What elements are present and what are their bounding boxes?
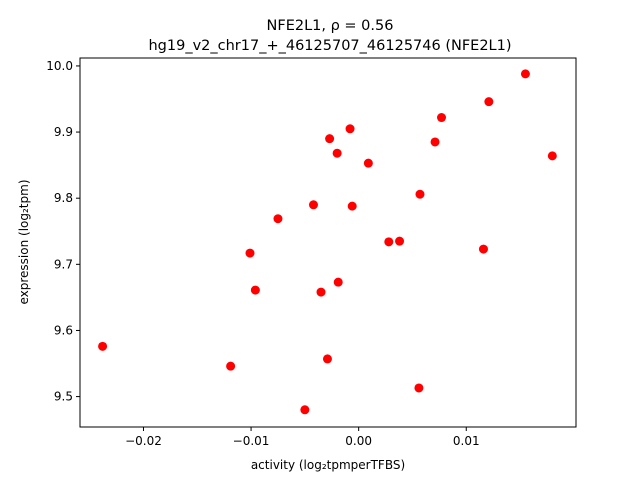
data-point-17 — [395, 236, 405, 246]
data-point-10 — [325, 134, 335, 144]
data-point-23 — [484, 97, 494, 107]
y-tick-label-6: 10.0 — [46, 59, 73, 73]
data-point-21 — [437, 113, 447, 123]
data-point-6 — [300, 405, 310, 415]
chart-title-line1: NFE2L1, ρ = 0.56 — [267, 18, 394, 34]
chart-title-line2: hg19_v2_chr17_+_46125707_46125746 (NFE2L… — [148, 38, 511, 54]
data-point-12 — [333, 277, 343, 287]
y-tick-label-4: 9.8 — [54, 191, 73, 205]
data-point-25 — [547, 151, 557, 161]
x-tick-label-1: −0.02 — [125, 434, 162, 448]
y-axis-label: expression (log₂tpm) — [17, 179, 31, 304]
data-point-3 — [245, 248, 255, 258]
data-point-18 — [414, 383, 424, 393]
data-point-19 — [415, 189, 425, 199]
data-point-9 — [322, 354, 332, 364]
data-point-11 — [332, 148, 342, 158]
data-point-2 — [226, 361, 236, 371]
plot-area-frame — [79, 57, 577, 428]
data-point-13 — [345, 124, 355, 134]
x-axis-ticks: −0.02 −0.01 0.00 0.01 — [125, 427, 480, 448]
y-axis-ticks: 9.5 9.6 9.7 9.8 9.9 10.0 — [46, 59, 80, 404]
data-point-4 — [250, 285, 260, 295]
y-tick-label-5: 9.9 — [54, 125, 73, 139]
x-tick-label-4: 0.01 — [453, 434, 480, 448]
data-point-16 — [384, 237, 394, 247]
data-point-7 — [308, 200, 318, 210]
data-point-14 — [347, 201, 357, 211]
y-tick-label-3: 9.7 — [54, 257, 73, 271]
x-tick-label-3: 0.00 — [345, 434, 372, 448]
data-points — [98, 69, 557, 415]
data-point-22 — [478, 244, 488, 254]
data-point-24 — [520, 69, 530, 79]
x-tick-label-2: −0.01 — [233, 434, 270, 448]
y-tick-label-1: 9.5 — [54, 390, 73, 404]
data-point-5 — [273, 214, 283, 224]
data-point-1 — [98, 341, 108, 351]
data-point-8 — [316, 287, 326, 297]
data-point-15 — [363, 158, 373, 168]
y-tick-label-2: 9.6 — [54, 323, 73, 337]
x-axis-label: activity (log₂tpmperTFBS) — [251, 458, 405, 472]
data-point-20 — [430, 137, 440, 147]
